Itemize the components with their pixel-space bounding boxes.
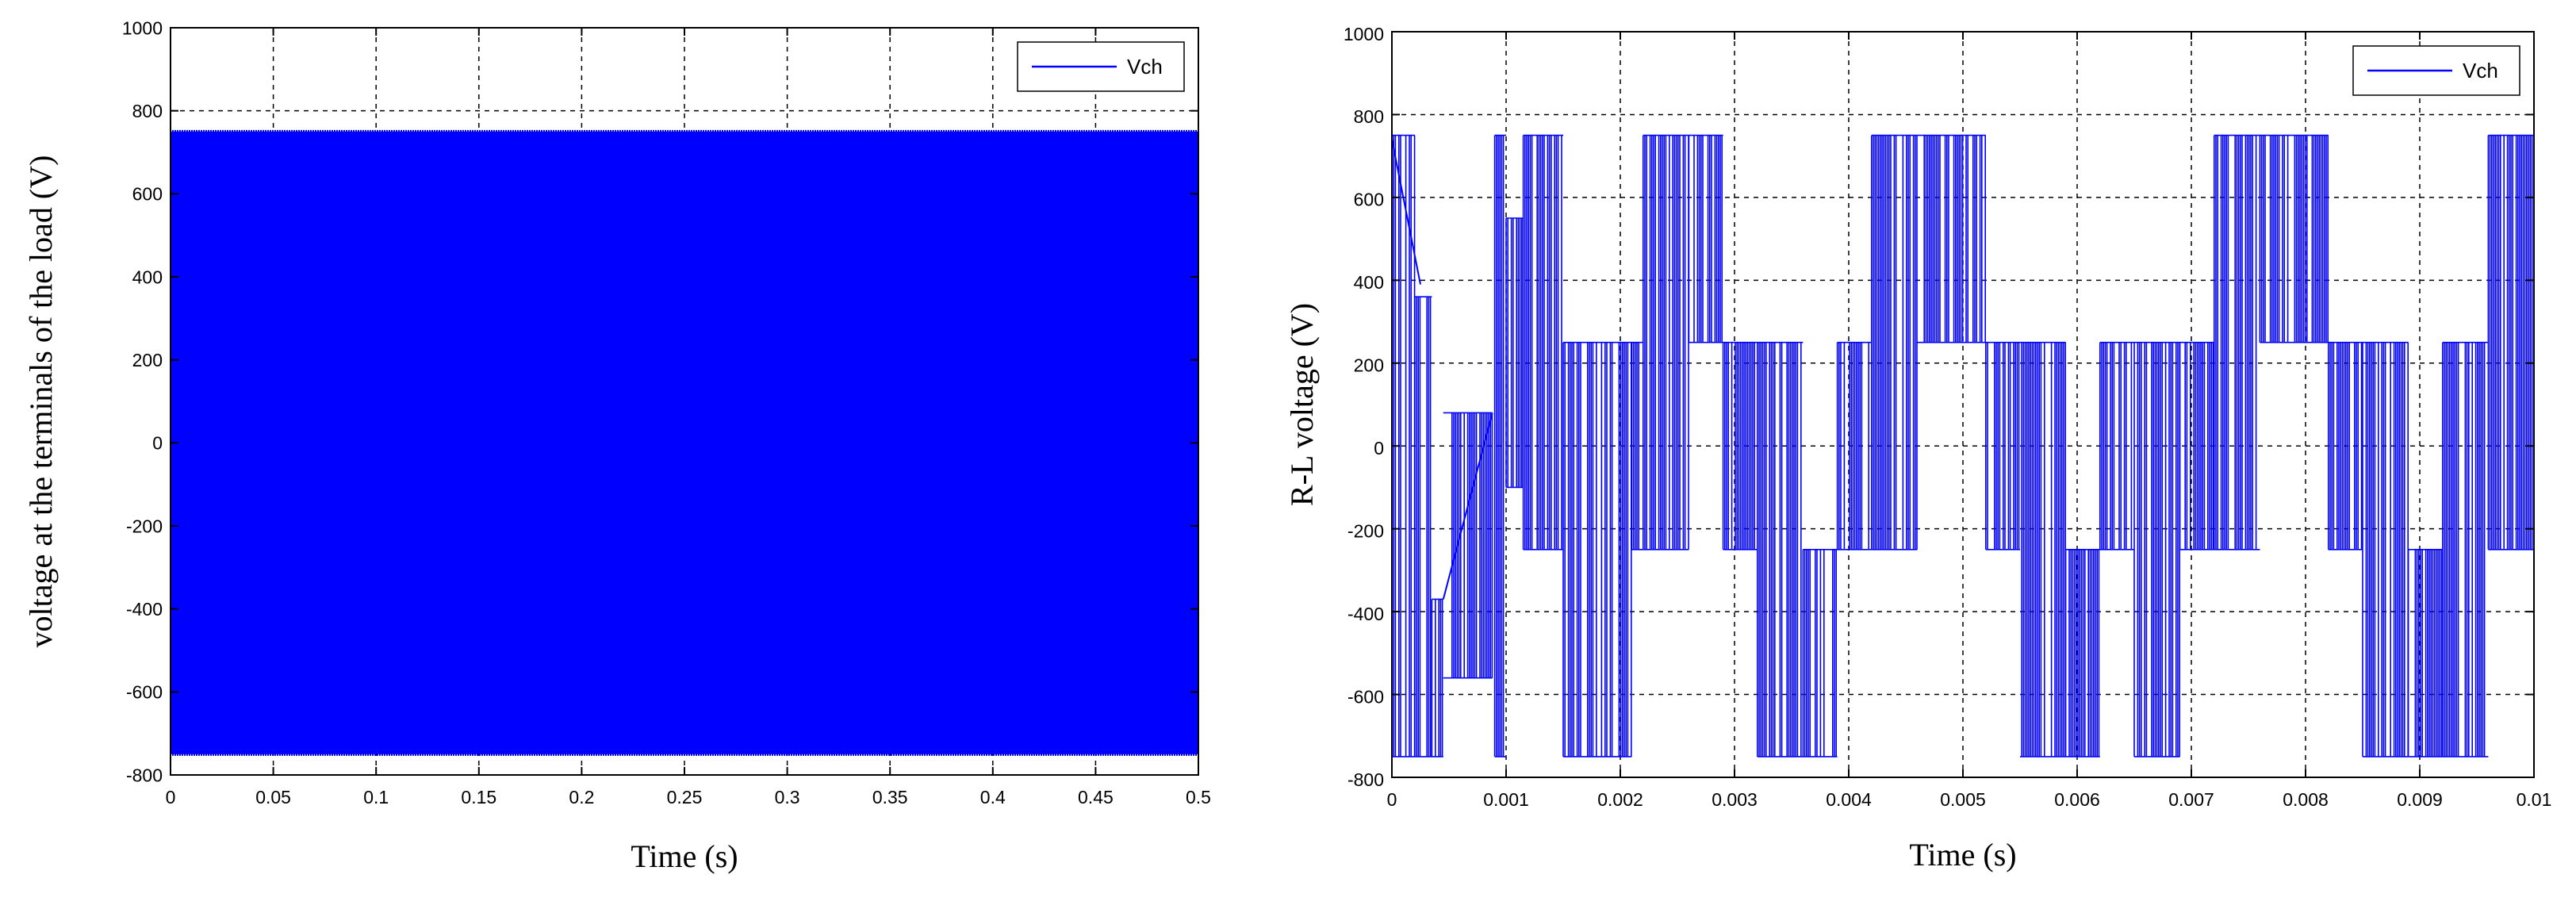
- chart-1-series-vch-segment: [2064, 549, 2100, 758]
- chart-0-x-tick-label: 0: [166, 787, 176, 807]
- chart-1-series-vch-segment: [2099, 341, 2134, 550]
- chart-1-y-tick-label: 1000: [1344, 24, 1384, 44]
- chart-1-y-tick-label: 800: [1354, 106, 1384, 127]
- chart-0-y-tick-label: 0: [152, 433, 163, 454]
- chart-1-y-tick-label: -200: [1347, 520, 1384, 541]
- chart-1-series-vch-segment: [1802, 549, 1838, 758]
- chart-1-series-vch-segment: [1443, 412, 1493, 679]
- chart-1-x-tick-label: 0.009: [2397, 789, 2443, 810]
- chart-1-x-tick-label: 0.006: [2054, 789, 2100, 810]
- chart-0-y-tick-label: 400: [132, 267, 163, 287]
- chart-1-y-tick-label: 600: [1354, 190, 1384, 210]
- chart-0-legend-label: Vch: [1127, 55, 1163, 79]
- chart-1-x-tick-label: 0.008: [2283, 789, 2329, 810]
- chart-1-series-vch-segment: [1836, 341, 1872, 550]
- chart-0-y-tick-label: -200: [126, 516, 163, 536]
- chart-1-x-axis-title: Time (s): [1909, 837, 2016, 873]
- chart-1-y-tick-label: 200: [1354, 355, 1384, 376]
- chart-1-y-tick-label: -400: [1347, 604, 1384, 624]
- chart-1-y-tick-label: -800: [1347, 769, 1384, 790]
- chart-1-y-axis-title: R-L voltage (V): [1284, 303, 1320, 506]
- chart-0-x-tick-label: 0.35: [872, 787, 908, 807]
- chart-1-y-tick-label: -600: [1347, 686, 1384, 707]
- chart-1-x-tick-label: 0.007: [2168, 789, 2214, 810]
- chart-1-x-tick-label: 0.004: [1826, 789, 1872, 810]
- chart-1-series-vch-segment: [1757, 341, 1804, 758]
- chart-1-series-vch-ramp: [1391, 139, 1421, 285]
- chart-0-y-tick-label: -600: [126, 682, 163, 703]
- chart-1-x-tick-label: 0: [1387, 789, 1397, 810]
- chart-1-y-tick-label: 400: [1354, 272, 1384, 293]
- chart-1-series-vch-segment: [1562, 341, 1632, 758]
- chart-0-y-tick-label: 600: [132, 184, 163, 205]
- chart-1-series-vch-segment: [1917, 134, 1986, 343]
- chart-0-y-tick-label: 200: [132, 350, 163, 370]
- chart-0-y-tick-label: 1000: [122, 17, 163, 38]
- chart-1-x-tick-label: 0.003: [1712, 789, 1758, 810]
- chart-0-x-axis-title: Time (s): [631, 838, 738, 874]
- chart-1-x-tick-label: 0.01: [2517, 789, 2552, 810]
- chart-1-series-vch-segment: [2362, 341, 2409, 758]
- chart-1-series-vch-segment: [1505, 217, 1524, 489]
- chart-0-x-tick-label: 0.2: [569, 787, 594, 807]
- chart-1-series-vch-segment: [2179, 341, 2214, 550]
- chart-0-x-tick-label: 0.3: [775, 787, 800, 807]
- chart-1-series-vch-segment: [2442, 341, 2489, 758]
- chart-0-y-tick-label: -400: [126, 599, 163, 619]
- chart-0-y-tick-label: -800: [126, 765, 163, 785]
- chart-0-x-tick-label: 0.05: [255, 787, 291, 807]
- chart-1-x-tick-label: 0.002: [1597, 789, 1643, 810]
- chart-0-y-tick-label: 800: [132, 101, 163, 121]
- chart-1-series-vch-segment: [1631, 341, 1643, 550]
- chart-0-x-tick-label: 0.15: [461, 787, 496, 807]
- chart-1-series-vch-segment: [2133, 341, 2180, 758]
- chart-0-x-tick-label: 0.5: [1186, 787, 1211, 807]
- chart-1-x-tick-label: 0.005: [1940, 789, 1986, 810]
- chart-0-legend: Vch: [1017, 41, 1185, 92]
- chart-1-series-vch-segment: [2214, 134, 2260, 550]
- chart-1-legend: Vch: [2352, 45, 2520, 96]
- chart-0-y-axis-title: voltage at the terminals of the load (V): [23, 155, 59, 648]
- chart-1-series-vch-segment: [1985, 341, 2020, 550]
- chart-1-series-vch-segment: [1431, 598, 1443, 758]
- chart-0-x-tick-label: 0.4: [980, 787, 1006, 807]
- chart-1-series-vch-segment: [2407, 549, 2443, 758]
- chart-1-series-vch-segment: [1493, 134, 1506, 758]
- chart-1-series-vch-segment: [1871, 134, 1918, 550]
- chart-1-series-vch-segment: [2259, 134, 2329, 343]
- chart-1-y-tick-label: 0: [1374, 438, 1384, 458]
- chart-0-x-tick-label: 0.45: [1078, 787, 1114, 807]
- chart-1-series-vch-segment: [1522, 134, 1563, 550]
- chart-1-series-vch-segment: [1414, 296, 1432, 758]
- chart-1-legend-label: Vch: [2463, 59, 2498, 82]
- chart-0-x-tick-label: 0.25: [667, 787, 703, 807]
- chart-0-x-tick-label: 0.1: [363, 787, 389, 807]
- chart-1-series-vch-segment: [1722, 341, 1758, 550]
- chart-1-series-vch-segment: [1688, 134, 1723, 343]
- chart-1-series-vch-segment: [2328, 341, 2363, 550]
- chart-1-series-vch-ramp: [1442, 412, 1493, 600]
- chart-0-series-vch-ripple: [170, 129, 1199, 756]
- chart-1-x-tick-label: 0.001: [1483, 789, 1529, 810]
- chart-right: 0 0.001 0.002 0.003 0.004 0.005 0.006 0.007 0.00…: [1284, 24, 2551, 873]
- chart-left: 0 0.05 0.1 0.15 0.2 0.25 0.3 0.35 0.4 0.45 0.5 1000…: [23, 17, 1211, 874]
